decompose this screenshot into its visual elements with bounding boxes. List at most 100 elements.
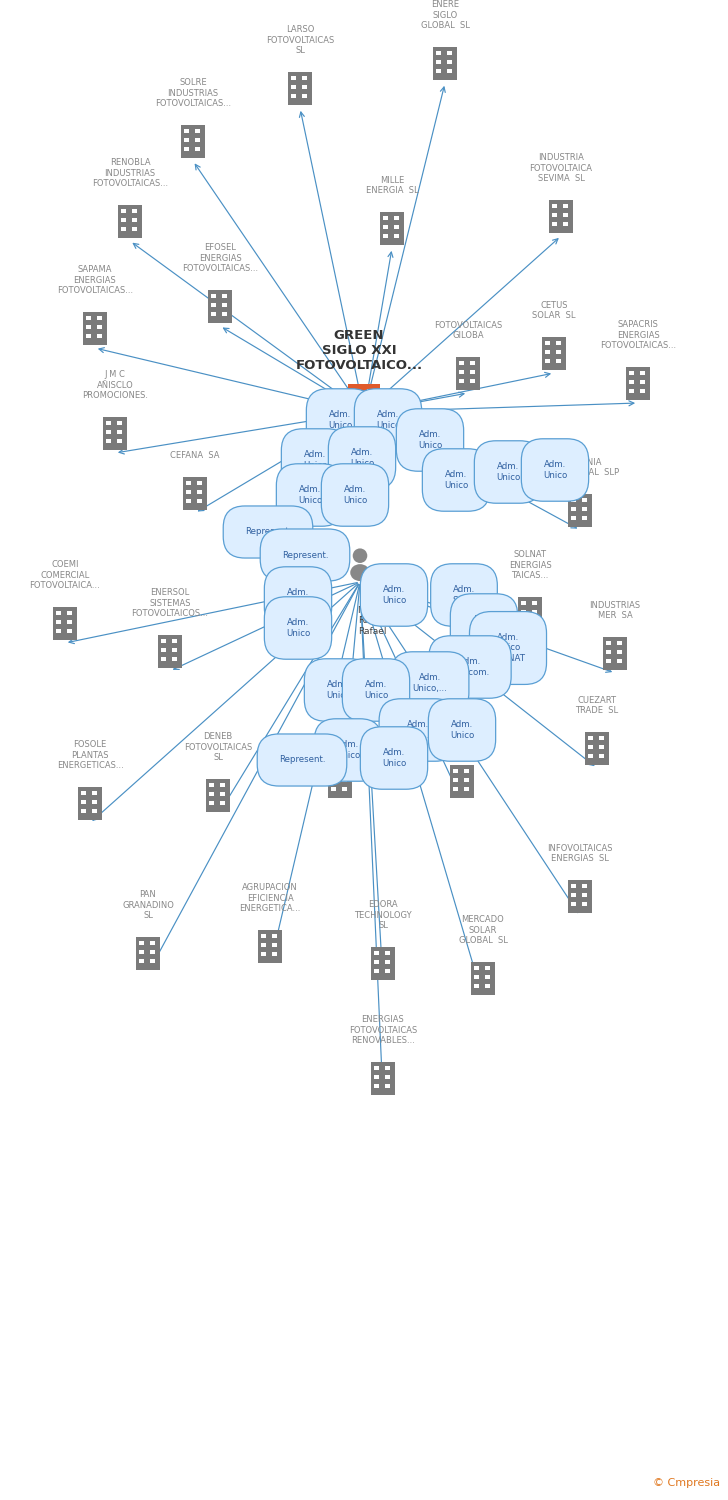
Bar (86, 316, 92, 320)
Bar (606, 650, 612, 654)
Text: Adm.
Unico: Adm. Unico (286, 588, 310, 608)
Bar (588, 736, 593, 740)
Bar (183, 507, 207, 509)
Bar (331, 778, 336, 782)
Bar (374, 1066, 379, 1070)
Text: Adm.
Unico,...: Adm. Unico,... (400, 720, 435, 740)
Bar (571, 892, 577, 897)
Bar (640, 380, 646, 384)
Bar (470, 380, 475, 382)
Bar (464, 770, 470, 772)
Bar (474, 984, 480, 988)
Bar (208, 320, 232, 321)
Bar (459, 380, 464, 382)
Bar (518, 597, 542, 630)
Bar (181, 124, 205, 158)
Bar (272, 944, 277, 946)
Bar (385, 969, 390, 974)
Bar (67, 628, 73, 633)
Bar (582, 884, 587, 888)
Bar (453, 788, 459, 790)
Bar (328, 765, 352, 798)
Bar (485, 984, 491, 988)
Bar (447, 60, 452, 63)
Bar (81, 790, 87, 795)
Bar (97, 334, 103, 338)
Bar (222, 303, 227, 306)
Bar (158, 664, 182, 666)
Bar (385, 1076, 390, 1078)
Text: DENEB
FOTOVOLTAICAS
SL: DENEB FOTOVOLTAICAS SL (184, 732, 252, 762)
Bar (209, 783, 215, 786)
Text: INDUSTRIA
FOTOVOLTAICA
SEVIMA  SL: INDUSTRIA FOTOVOLTAICA SEVIMA SL (529, 153, 593, 183)
Bar (471, 962, 495, 994)
Bar (433, 76, 457, 78)
Bar (121, 217, 127, 222)
Text: Adm.
Unico: Adm. Unico (303, 450, 327, 470)
Text: © Cmpresia: © Cmpresia (653, 1478, 720, 1488)
Bar (545, 350, 550, 354)
Bar (563, 222, 569, 226)
Bar (302, 86, 307, 88)
Bar (599, 736, 604, 740)
Bar (56, 620, 61, 624)
Bar (261, 944, 266, 946)
Bar (383, 225, 389, 228)
Bar (556, 350, 561, 354)
Bar (197, 482, 202, 484)
Text: Adm.
Unico: Adm. Unico (496, 462, 520, 482)
Bar (121, 209, 127, 213)
Bar (521, 620, 526, 622)
Bar (352, 414, 359, 419)
Bar (588, 746, 593, 748)
Bar (208, 290, 232, 322)
Text: ENERGIAS
FOTOVOLTAICAS
RENOVABLES...: ENERGIAS FOTOVOLTAICAS RENOVABLES... (349, 1016, 417, 1046)
Circle shape (353, 549, 368, 562)
Text: INDUSTRIAS
MER  SA: INDUSTRIAS MER SA (590, 600, 641, 619)
Bar (603, 638, 627, 669)
Bar (371, 946, 395, 980)
Bar (626, 398, 650, 399)
Bar (599, 754, 604, 758)
Bar (532, 610, 537, 614)
Bar (532, 620, 537, 622)
Text: Adm.
Unico: Adm. Unico (328, 411, 352, 429)
Bar (371, 976, 395, 978)
Bar (606, 640, 612, 645)
Text: Adm.
Unico: Adm. Unico (472, 615, 496, 634)
Bar (184, 147, 189, 152)
Bar (172, 648, 178, 651)
Bar (78, 788, 102, 819)
Bar (206, 808, 230, 810)
Text: LARSO
FOTOVOLTAICAS
SL: LARSO FOTOVOLTAICAS SL (266, 26, 334, 56)
Bar (97, 326, 103, 328)
Bar (552, 204, 558, 207)
Bar (106, 422, 111, 424)
Text: CEFANA  SA: CEFANA SA (170, 452, 220, 460)
Bar (568, 494, 592, 526)
Bar (291, 76, 296, 80)
Text: Adm.
Unico: Adm. Unico (350, 448, 374, 468)
Bar (206, 778, 230, 812)
Bar (374, 969, 379, 974)
Text: Adm.
Unico: Adm. Unico (382, 748, 406, 768)
Bar (394, 225, 400, 228)
Bar (184, 129, 189, 132)
Bar (195, 129, 200, 132)
Text: EDORA
TECHNOLOGY
SL: EDORA TECHNOLOGY SL (355, 900, 412, 930)
Bar (272, 934, 277, 938)
Bar (220, 801, 226, 806)
Bar (374, 1084, 379, 1088)
Bar (470, 362, 475, 364)
Bar (545, 358, 550, 363)
Bar (453, 770, 459, 772)
Bar (588, 754, 593, 758)
Text: Represent.: Represent. (245, 528, 291, 537)
Bar (222, 294, 227, 297)
Bar (348, 384, 380, 427)
Bar (161, 648, 167, 651)
Bar (456, 387, 480, 388)
Bar (172, 639, 178, 642)
Bar (380, 242, 404, 243)
Text: Represent.: Represent. (279, 756, 325, 765)
